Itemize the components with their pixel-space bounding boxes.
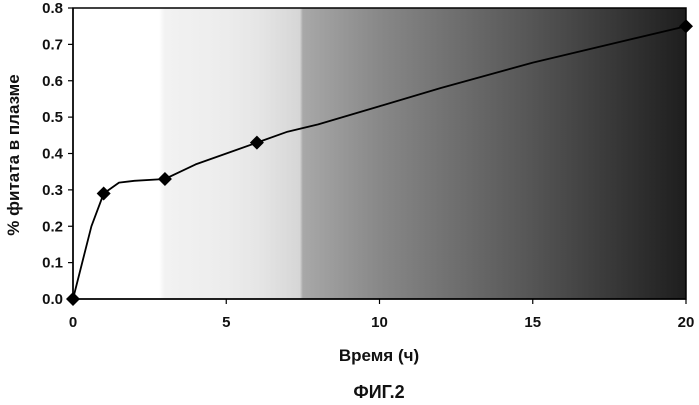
y-tick-label: 0.7 <box>42 36 63 53</box>
y-tick-label: 0.8 <box>42 0 63 17</box>
y-axis-title: % фитата в плазме <box>4 74 23 235</box>
y-tick-label: 0.5 <box>42 109 63 126</box>
figure-caption: ФИГ.2 <box>353 382 404 402</box>
y-axis: 0.0 0.1 0.2 0.3 0.4 0.5 0.6 0.7 0.8 <box>42 0 73 308</box>
y-tick-label: 0.1 <box>42 255 63 272</box>
y-tick-label: 0.4 <box>42 146 64 163</box>
x-tick-label: 5 <box>222 314 230 331</box>
y-tick-label: 0.3 <box>42 182 63 199</box>
plot-area <box>73 8 686 299</box>
y-tick-label: 0.6 <box>42 73 63 90</box>
x-tick-label: 10 <box>371 314 388 331</box>
y-tick-label: 0.2 <box>42 218 63 235</box>
y-tick-label: 0.0 <box>42 291 63 308</box>
plot-background <box>73 8 686 299</box>
x-tick-label: 20 <box>678 314 695 331</box>
x-axis-title: Время (ч) <box>339 346 419 365</box>
x-tick-label: 15 <box>524 314 541 331</box>
x-axis: 0 5 10 15 20 <box>69 299 695 331</box>
x-tick-label: 0 <box>69 314 77 331</box>
